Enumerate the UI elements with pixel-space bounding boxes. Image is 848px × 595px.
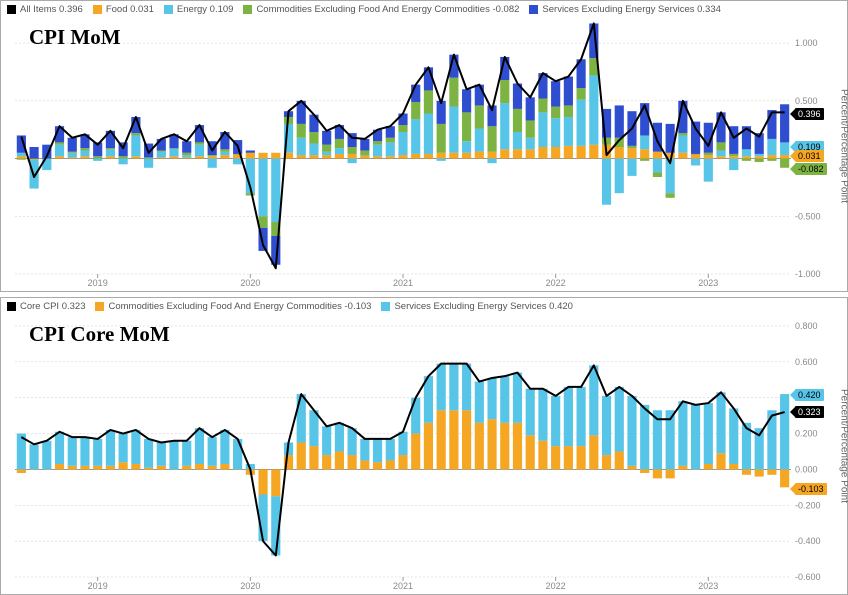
chart-title: CPI MoM (29, 25, 121, 50)
legend-text: Services Excluding Energy Services 0.334 (542, 4, 720, 15)
svg-text:-1.000: -1.000 (795, 269, 821, 279)
chart-panel: Core CPI 0.323 Commodities Excluding Food… (0, 297, 848, 595)
svg-text:2020: 2020 (240, 581, 260, 591)
svg-text:0.600: 0.600 (795, 357, 818, 367)
legend-swatch (95, 302, 104, 311)
legend-item: Core CPI 0.323 (7, 301, 85, 312)
legend-item: Commodities Excluding Food And Energy Co… (95, 301, 371, 312)
legend: Core CPI 0.323 Commodities Excluding Food… (1, 298, 847, 315)
legend: All Items 0.396 Food 0.031 Energy 0.109 Com… (1, 1, 847, 18)
legend-swatch (381, 302, 390, 311)
chart-svg: -0.600-0.400-0.2000.0000.2000.4000.6000.… (1, 315, 848, 595)
svg-text:0.200: 0.200 (795, 429, 818, 439)
legend-swatch (243, 5, 252, 14)
svg-text:0.000: 0.000 (795, 464, 818, 474)
legend-swatch (7, 5, 16, 14)
svg-text:2022: 2022 (546, 278, 566, 288)
legend-item: Energy 0.109 (164, 4, 234, 15)
legend-text: Food 0.031 (106, 4, 154, 15)
value-tag: -0.103 (795, 483, 827, 495)
svg-text:2019: 2019 (88, 581, 108, 591)
legend-text: All Items 0.396 (20, 4, 83, 15)
legend-text: Commodities Excluding Food And Energy Co… (256, 4, 519, 15)
legend-text: Energy 0.109 (177, 4, 234, 15)
value-tag: 0.323 (795, 406, 824, 418)
svg-text:2023: 2023 (698, 278, 718, 288)
legend-swatch (164, 5, 173, 14)
value-tag: -0.082 (795, 163, 827, 175)
legend-item: Services Excluding Energy Services 0.420 (381, 301, 572, 312)
svg-text:2023: 2023 (698, 581, 718, 591)
svg-text:2020: 2020 (240, 278, 260, 288)
legend-swatch (93, 5, 102, 14)
svg-text:-0.600: -0.600 (795, 572, 821, 582)
svg-text:2021: 2021 (393, 581, 413, 591)
svg-text:2019: 2019 (88, 278, 108, 288)
legend-item: Services Excluding Energy Services 0.334 (529, 4, 720, 15)
legend-text: Core CPI 0.323 (20, 301, 85, 312)
svg-text:2021: 2021 (393, 278, 413, 288)
legend-text: Commodities Excluding Food And Energy Co… (108, 301, 371, 312)
legend-text: Services Excluding Energy Services 0.420 (394, 301, 572, 312)
legend-item: Food 0.031 (93, 4, 154, 15)
chart-svg: -1.000-0.5000.0000.5001.0002019202020212… (1, 18, 848, 292)
chart-panel: All Items 0.396 Food 0.031 Energy 0.109 Com… (0, 0, 848, 292)
value-tag: 0.420 (795, 389, 824, 401)
svg-text:-0.200: -0.200 (795, 500, 821, 510)
value-tag: 0.031 (795, 150, 824, 162)
chart-title: CPI Core MoM (29, 322, 170, 347)
legend-swatch (529, 5, 538, 14)
svg-text:2022: 2022 (546, 581, 566, 591)
svg-text:-0.500: -0.500 (795, 211, 821, 221)
legend-swatch (7, 302, 16, 311)
value-tag: 0.396 (795, 108, 824, 120)
svg-text:0.800: 0.800 (795, 321, 818, 331)
svg-text:0.500: 0.500 (795, 96, 818, 106)
y-axis-label: Percent/Percentage Point (839, 389, 848, 503)
svg-text:1.000: 1.000 (795, 38, 818, 48)
y-axis-label: Percent/Percentage Point (839, 89, 848, 203)
svg-text:-0.400: -0.400 (795, 536, 821, 546)
legend-item: Commodities Excluding Food And Energy Co… (243, 4, 519, 15)
legend-item: All Items 0.396 (7, 4, 83, 15)
